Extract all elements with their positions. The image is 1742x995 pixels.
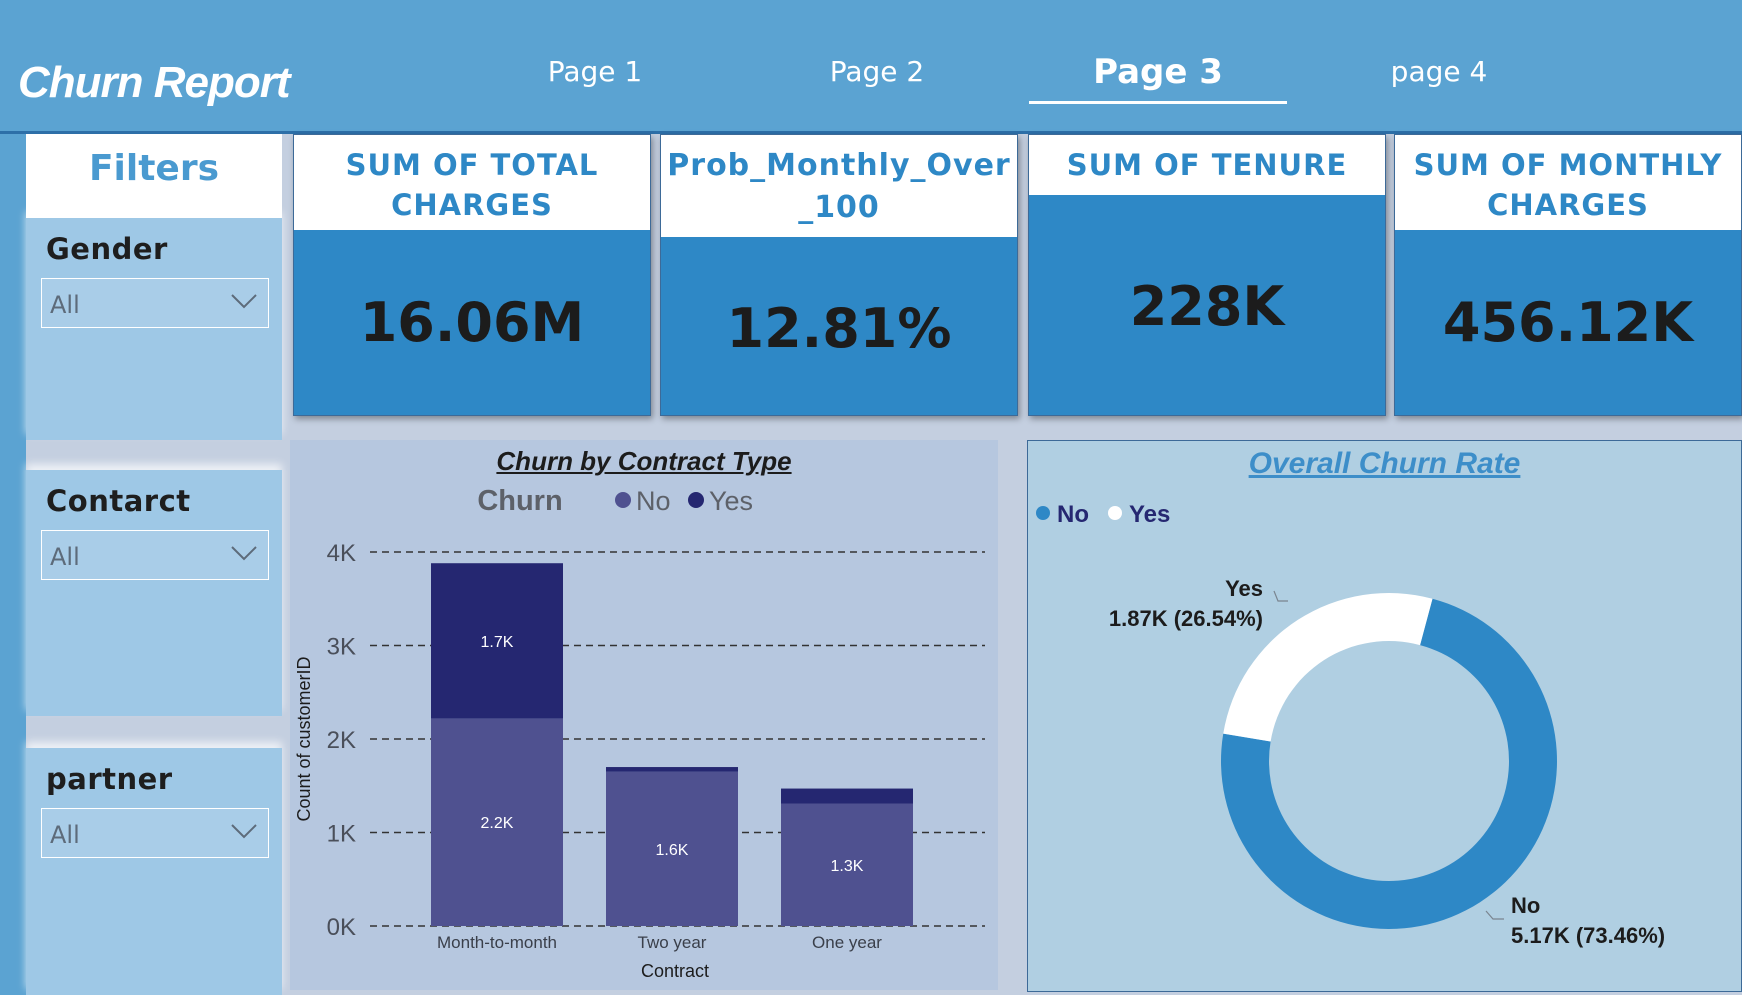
slice-name-yes: Yes [1225,576,1263,601]
left-strip [0,134,26,995]
tab-page-3[interactable]: Page 3 [1029,50,1287,108]
bar-data-label: 1.7K [481,634,514,651]
gender-dropdown[interactable]: All [41,278,269,328]
filter-card-gender: Gender All [26,218,282,440]
contract-dropdown-value: All [50,543,80,571]
chevron-down-icon [231,546,257,561]
legend-label-yes: Yes [709,486,753,516]
tab-page-2[interactable]: Page 2 [829,55,925,88]
filter-card-partner: partner All [26,748,282,995]
y-tick-label: 2K [327,727,356,754]
header-bar: Churn Report Page 1 Page 2 Page 3 page 4 [0,0,1742,134]
legend-label-no: No [636,486,671,516]
bar-data-label: 1.6K [656,842,689,859]
partner-dropdown[interactable]: All [41,808,269,858]
kpi-label-monthly-charges: SUM OF MONTHLY CHARGES [1395,135,1741,230]
kpi-label-prob-monthly: Prob_Monthly_Over_100 [661,135,1017,237]
contract-dropdown[interactable]: All [41,530,269,580]
legend-marker-no [1036,506,1050,520]
kpi-card-total-charges: SUM OF TOTAL CHARGES 16.06M [293,134,651,416]
churn-rate-panel: No Yes Yes 1.87K (26.54%) No 5.17K (73.46%) O… [1027,440,1742,992]
slice-name-no: No [1511,893,1540,918]
gender-dropdown-value: All [50,291,80,319]
x-tick-label: Month-to-month [437,933,557,952]
x-tick-label: One year [812,933,882,952]
x-axis-label: Contract [641,961,709,981]
slice-label-yes: 1.87K (26.54%) [1109,606,1263,631]
kpi-value-prob-monthly: 12.81% [726,297,952,360]
legend-marker-no [615,492,631,508]
contract-chart-panel: Churn No Yes 0K 1K 2K 3K 4K Count of customerID 2… [290,440,998,990]
bar-no [606,771,738,926]
filter-label-contract: Contarct [46,484,191,518]
bar-yes [606,767,738,772]
y-tick-label: 0K [327,914,356,941]
filter-card-contract: Contarct All [26,470,282,716]
churn-donut-svg: No Yes Yes 1.87K (26.54%) No 5.17K (73.46%) [1036,501,1665,948]
kpi-label-total-charges: SUM OF TOTAL CHARGES [294,135,650,230]
legend-label-yes: Yes [1129,501,1170,528]
bar-no [781,803,913,926]
contract-chart-svg: Churn No Yes 0K 1K 2K 3K 4K Count of customerID 2… [294,485,985,981]
bar-no [431,718,563,926]
bar-data-label: 1.3K [831,858,864,875]
y-tick-label: 1K [327,821,356,848]
filter-label-partner: partner [46,762,173,796]
legend-marker-yes [1108,506,1122,520]
y-tick-label: 4K [327,540,356,567]
kpi-card-tenure: SUM OF TENURE 228K [1028,134,1386,416]
bar-data-label: 2.2K [481,815,514,832]
chevron-down-icon [231,294,257,309]
churn-rate-title: Overall Churn Rate [1248,447,1521,480]
x-tick-label: Two year [638,933,707,952]
kpi-card-prob-monthly: Prob_Monthly_Over_100 12.81% [660,134,1018,416]
tab-page-4[interactable]: page 4 [1390,55,1488,88]
y-axis-label: Count of customerID [294,656,314,821]
legend-title: Churn [477,485,562,517]
kpi-label-tenure: SUM OF TENURE [1029,135,1385,195]
slice-label-no: 5.17K (73.46%) [1511,923,1665,948]
kpi-value-monthly-charges: 456.12K [1442,291,1694,354]
kpi-card-monthly-charges: SUM OF MONTHLY CHARGES 456.12K [1394,134,1742,416]
report-title: Churn Report [18,58,291,107]
donut-slice-yes [1223,593,1433,742]
legend-label-no: No [1057,501,1089,528]
bar-yes [431,563,563,719]
tab-page-1[interactable]: Page 1 [547,55,643,88]
contract-chart-title: Churn by Contract Type [496,446,792,476]
y-tick-label: 3K [327,634,356,661]
filters-header: Filters [26,134,282,218]
kpi-value-tenure: 228K [1129,275,1285,338]
partner-dropdown-value: All [50,821,80,849]
kpi-value-total-charges: 16.06M [359,291,585,354]
chevron-down-icon [231,824,257,839]
legend-marker-yes [688,492,704,508]
filters-title: Filters [88,148,220,189]
filter-label-gender: Gender [46,232,168,266]
leader-line-yes [1273,590,1288,602]
bar-yes [781,788,913,804]
leader-line-no [1485,910,1504,920]
